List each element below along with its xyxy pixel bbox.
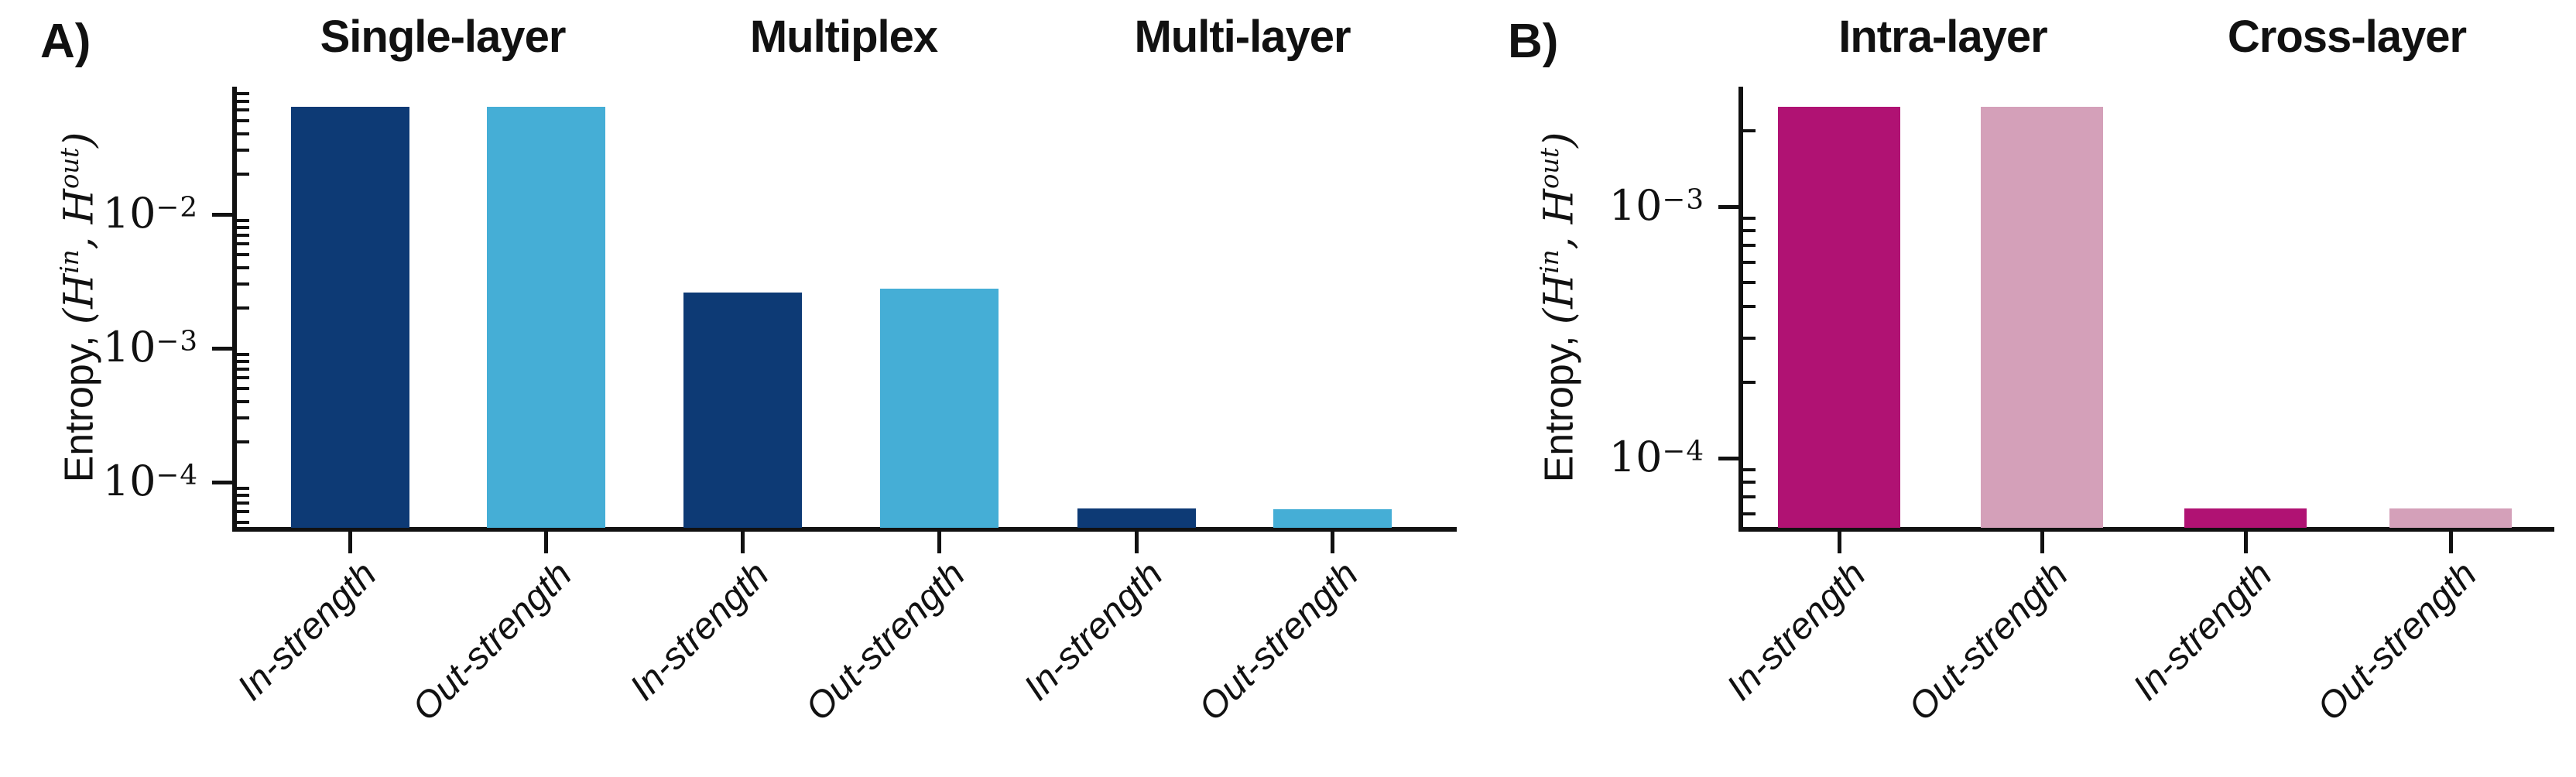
bar-out-strength-3 <box>2389 508 2512 528</box>
y-minor-tick <box>237 510 249 514</box>
y-minor-tick <box>1743 244 1756 248</box>
y-minor-tick <box>1743 467 1756 471</box>
y-axis-label-entropy-a: Entropy, (Hin, Hout) <box>55 132 103 483</box>
bar-in-strength-0 <box>290 106 409 528</box>
x-tick-label: In-strength <box>1016 553 1171 709</box>
bar-in-strength-2 <box>683 293 802 528</box>
y-minor-tick <box>237 376 249 380</box>
group-title-multiplex: Multiplex <box>749 12 938 62</box>
x-tick-label: Out-strength <box>2310 553 2485 729</box>
y-minor-tick <box>237 282 249 286</box>
bar-out-strength-5 <box>1273 508 1392 528</box>
y-minor-tick <box>237 172 249 176</box>
y-minor-tick <box>237 91 249 95</box>
y-major-tick <box>1718 205 1738 209</box>
x-tick-label: Out-strength <box>1191 553 1367 729</box>
y-minor-tick <box>1743 495 1756 499</box>
x-tick-label: Out-strength <box>405 553 581 729</box>
panel-b-letter: B) <box>1508 15 1559 68</box>
y-minor-tick <box>237 253 249 257</box>
y-tick-label: 10−2 <box>102 189 198 238</box>
x-axis-line <box>232 527 1457 532</box>
x-tick <box>741 532 745 553</box>
y-minor-tick <box>237 440 249 443</box>
y-minor-tick <box>1743 280 1756 284</box>
y-minor-tick <box>237 149 249 152</box>
y-minor-tick <box>237 108 249 112</box>
x-tick <box>1331 532 1334 553</box>
y-major-tick <box>212 481 232 484</box>
bar-out-strength-3 <box>879 288 999 528</box>
bar-out-strength-1 <box>1981 106 2103 528</box>
x-axis-line <box>1738 527 2554 532</box>
panel-a-letter: A) <box>40 15 91 68</box>
y-minor-tick <box>237 359 249 363</box>
bar-in-strength-0 <box>1778 106 1900 528</box>
y-minor-tick <box>237 225 249 229</box>
group-title-multi-layer: Multi-layer <box>1134 12 1351 62</box>
y-minor-tick <box>1743 229 1756 233</box>
y-tick-label: 10−4 <box>1608 433 1704 482</box>
bar-in-strength-2 <box>2184 508 2307 528</box>
y-minor-tick <box>237 233 249 237</box>
y-minor-tick <box>1743 481 1756 484</box>
y-minor-tick <box>237 486 249 490</box>
y-axis-label-entropy-b: Entropy, (Hin, Hout) <box>1535 132 1583 483</box>
y-minor-tick <box>237 99 249 103</box>
y-major-tick <box>212 213 232 217</box>
y-minor-tick <box>237 367 249 371</box>
x-tick-label: In-strength <box>1718 553 1874 709</box>
x-tick <box>1838 532 1841 553</box>
y-minor-tick <box>237 119 249 123</box>
y-minor-tick <box>1743 261 1756 265</box>
y-tick-label: 10−3 <box>102 323 198 372</box>
y-minor-tick <box>237 306 249 310</box>
x-tick <box>2244 532 2248 553</box>
y-minor-tick <box>237 352 249 356</box>
x-tick <box>2040 532 2044 553</box>
y-minor-tick <box>237 242 249 246</box>
x-tick <box>937 532 941 553</box>
y-axis-line <box>1738 87 1743 532</box>
y-minor-tick <box>1743 305 1756 309</box>
y-minor-tick <box>237 265 249 269</box>
x-tick <box>1135 532 1139 553</box>
x-tick-label: Out-strength <box>798 553 974 729</box>
y-major-tick <box>212 347 232 351</box>
x-tick <box>544 532 548 553</box>
y-tick-label: 10−4 <box>102 457 198 506</box>
y-minor-tick <box>1743 381 1756 385</box>
x-tick <box>2449 532 2453 553</box>
y-minor-tick <box>1743 216 1756 220</box>
y-minor-tick <box>1743 129 1756 133</box>
y-minor-tick <box>237 501 249 505</box>
y-minor-tick <box>237 521 249 525</box>
y-minor-tick <box>237 132 249 135</box>
y-axis-line <box>232 87 237 532</box>
y-minor-tick <box>237 416 249 420</box>
x-tick-label: In-strength <box>622 553 777 709</box>
y-minor-tick <box>1743 512 1756 516</box>
x-tick-label: In-strength <box>2125 553 2280 709</box>
group-title-cross-layer: Cross-layer <box>2227 12 2467 62</box>
group-title-intra-layer: Intra-layer <box>1838 12 2047 62</box>
y-major-tick <box>1718 457 1738 460</box>
y-tick-label: 10−3 <box>1608 181 1704 231</box>
bar-in-strength-4 <box>1077 508 1196 528</box>
y-minor-tick <box>237 387 249 391</box>
x-tick <box>348 532 352 553</box>
y-minor-tick <box>237 218 249 222</box>
y-minor-tick <box>237 493 249 497</box>
y-minor-tick <box>237 399 249 403</box>
group-title-single-layer: Single-layer <box>320 12 567 62</box>
x-tick-label: Out-strength <box>1901 553 2077 729</box>
x-tick-label: In-strength <box>229 553 385 709</box>
bar-out-strength-1 <box>486 106 605 528</box>
y-minor-tick <box>1743 336 1756 340</box>
